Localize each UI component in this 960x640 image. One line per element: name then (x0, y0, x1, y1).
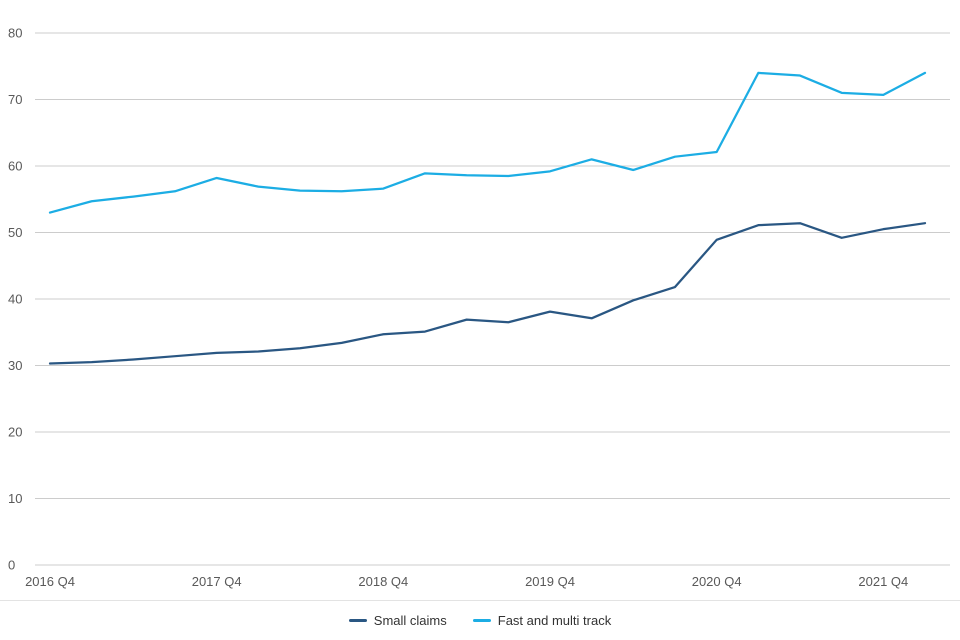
x-tick-label: 2018 Q4 (358, 574, 408, 589)
plot-area: 0 10 20 30 40 50 60 70 80 2016 Q4 2017 Q4 2018 Q4 20… (8, 26, 950, 589)
legend-label-fast-and-multi-track: Fast and multi track (497, 613, 612, 628)
y-tick-label: 60 (8, 159, 22, 174)
y-tick-label: 30 (8, 358, 22, 373)
gridlines (35, 32, 950, 566)
y-axis-labels: 0 10 20 30 40 50 60 70 80 (8, 26, 22, 573)
y-tick-label: 10 (8, 491, 22, 506)
x-tick-label: 2016 Q4 (25, 574, 75, 589)
x-tick-label: 2019 Q4 (525, 574, 575, 589)
legend-label-small-claims: Small claims (373, 613, 447, 628)
y-tick-label: 70 (8, 92, 22, 107)
legend-swatch-small-claims (348, 619, 367, 622)
x-tick-label: 2020 Q4 (692, 574, 742, 589)
x-tick-label: 2017 Q4 (192, 574, 242, 589)
y-tick-label: 0 (8, 558, 15, 573)
series-lines (48, 71, 927, 365)
legend-item-fast-and-multi-track[interactable]: Fast and multi track (472, 613, 612, 628)
x-tick-label: 2021 Q4 (858, 574, 908, 589)
legend-item-small-claims[interactable]: Small claims (348, 613, 447, 628)
chart-legend: Small claims Fast and multi track (0, 600, 960, 640)
x-axis-labels: 2016 Q4 2017 Q4 2018 Q4 2019 Q4 2020 Q4 2021 … (25, 574, 908, 589)
y-tick-label: 40 (8, 292, 22, 307)
legend-swatch-fast-and-multi-track (472, 619, 491, 622)
y-tick-label: 80 (8, 26, 22, 41)
y-tick-label: 20 (8, 425, 22, 440)
series-line-small-claims (48, 222, 927, 365)
series-line-fast-and-multi-track (48, 71, 927, 214)
y-tick-label: 50 (8, 225, 22, 240)
